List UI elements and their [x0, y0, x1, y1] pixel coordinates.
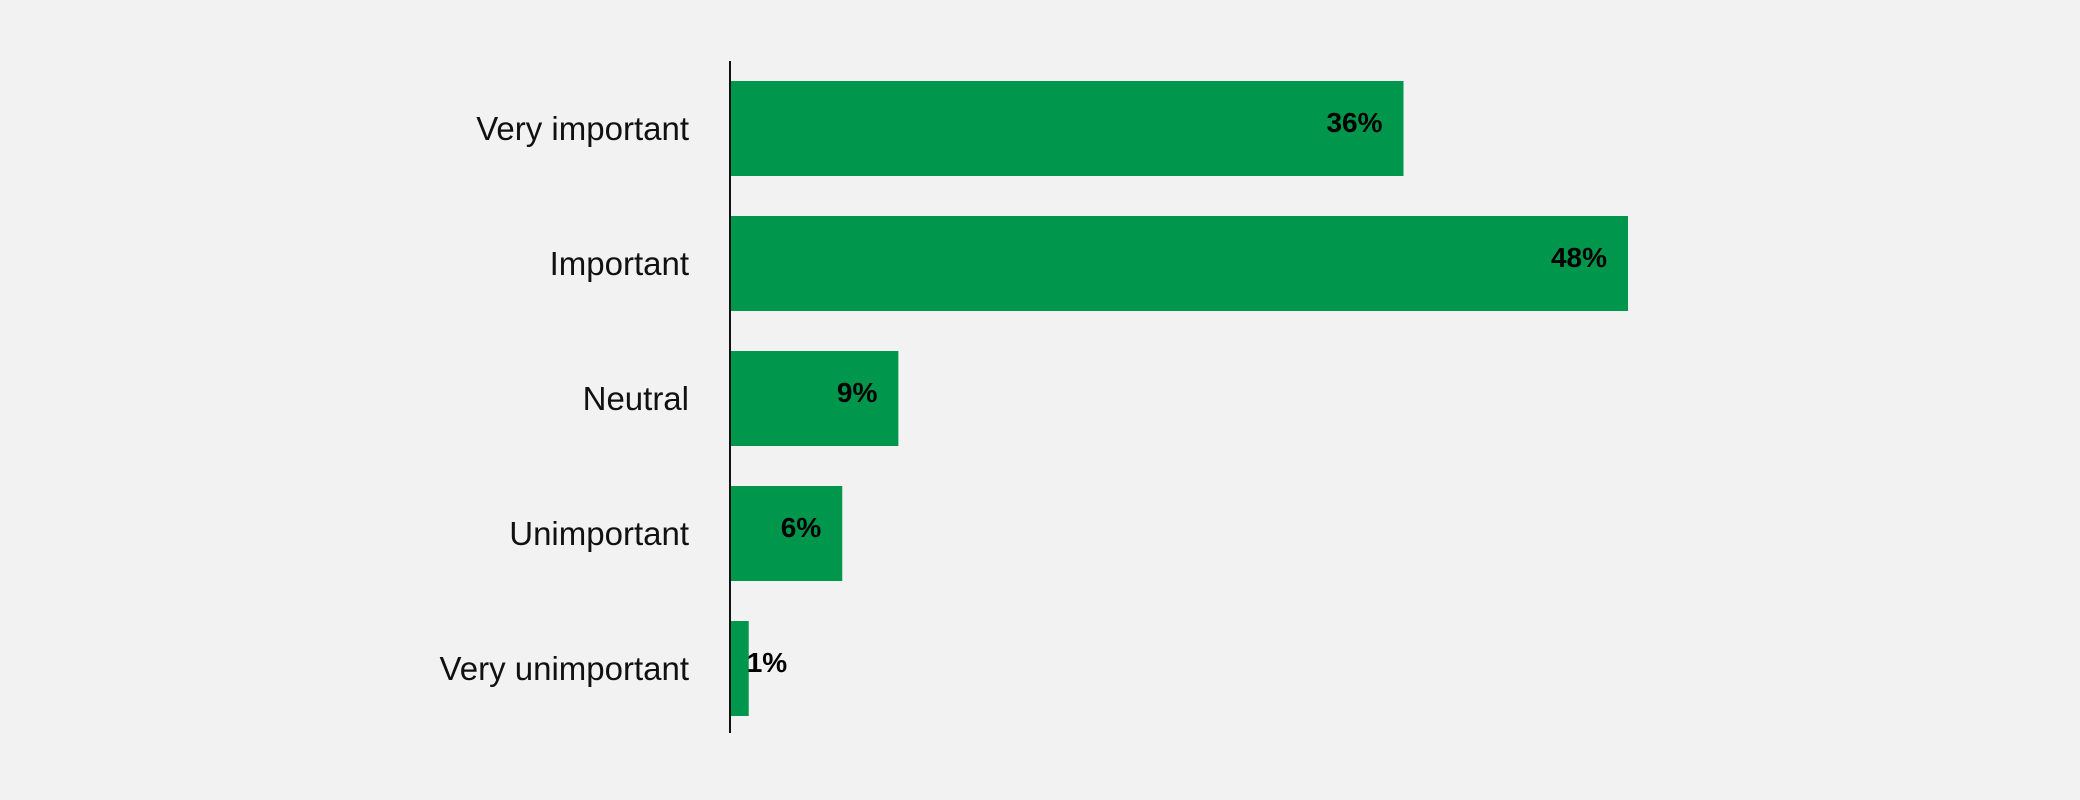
category-label: Important [550, 245, 689, 282]
category-label: Very unimportant [440, 650, 689, 687]
value-label: 9% [837, 377, 878, 408]
category-label: Unimportant [509, 515, 689, 552]
category-label: Neutral [583, 380, 689, 417]
category-label: Very important [476, 110, 689, 147]
bar-important [730, 216, 1628, 311]
value-label: 6% [781, 512, 822, 543]
bars-layer [730, 81, 1628, 716]
value-label: 36% [1326, 107, 1382, 138]
bar-neutral [730, 351, 899, 446]
bar-very-unimportant [730, 621, 749, 716]
bar-unimportant [730, 486, 843, 581]
bar-very-important [730, 81, 1404, 176]
value-label: 1% [747, 647, 788, 678]
labels-layer: Very important 36% Important 48% Neutral 9% Un… [440, 107, 1608, 687]
value-label: 48% [1551, 242, 1607, 273]
